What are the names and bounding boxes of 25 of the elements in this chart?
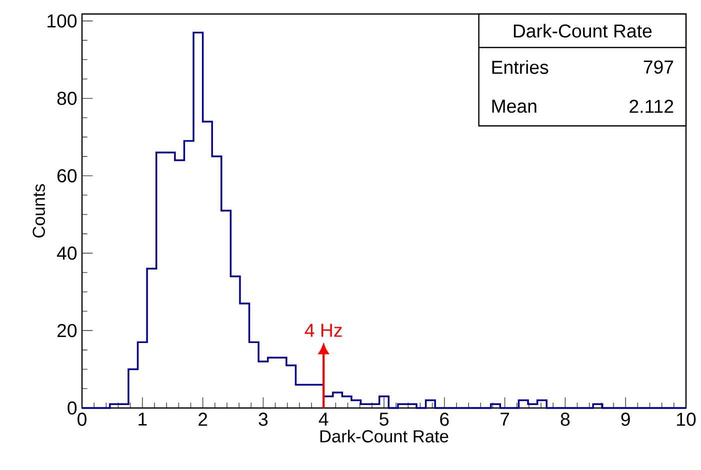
annotation: 797	[644, 60, 674, 74]
ref-line-label: 4 Hz	[304, 324, 342, 337]
x-tick-label: 9	[621, 412, 630, 426]
x-tick-label: 6	[440, 412, 449, 426]
annotation: 2.112	[630, 100, 674, 113]
annotation: Entries	[492, 60, 548, 74]
x-tick-label: 7	[500, 412, 510, 426]
y-tick-label: 20	[57, 324, 77, 338]
x-axis-title: Dark-Count Rate	[320, 430, 448, 442]
y-tick-label: 80	[57, 92, 77, 105]
x-tick-label: 0	[78, 412, 86, 426]
x-tick-label: 2	[198, 412, 208, 426]
x-tick-label: 1	[138, 412, 147, 426]
annotation: Mean	[492, 100, 536, 113]
x-tick-label: 8	[560, 412, 570, 426]
y-axis-title: Counts	[32, 184, 45, 238]
x-tick-label: 4	[318, 412, 328, 426]
y-tick-label: 0	[68, 401, 77, 415]
x-tick-label: 3	[258, 412, 268, 426]
x-tick-label: 5	[380, 412, 388, 426]
x-tick-label: 10	[677, 412, 696, 426]
y-tick-label: 40	[56, 246, 77, 260]
y-tick-label: 60	[57, 169, 77, 182]
y-tick-label: 100	[48, 14, 77, 28]
annotation: Dark-Count Rate	[514, 24, 652, 38]
